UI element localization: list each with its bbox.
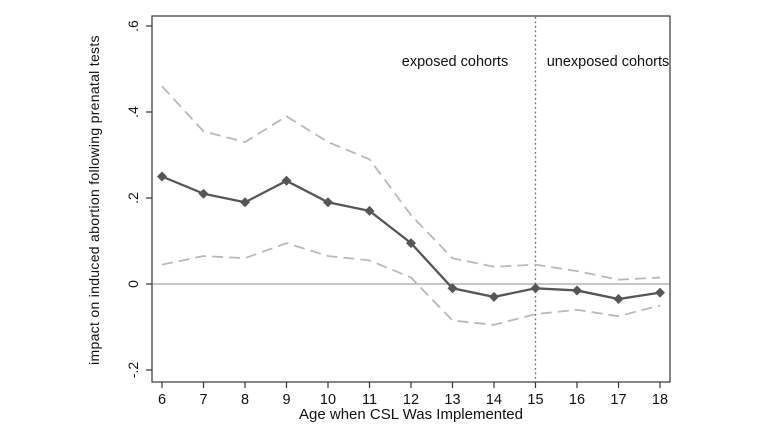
data-point-marker xyxy=(281,175,292,186)
x-tick-label: 6 xyxy=(158,392,166,408)
lower-confidence-bound-line xyxy=(161,242,661,326)
x-tick-label: 8 xyxy=(241,392,249,408)
y-axis-title: impact on induced abortion following pre… xyxy=(86,35,102,365)
y-tick-label: .6 xyxy=(125,20,141,32)
data-point-marker xyxy=(198,188,209,199)
x-tick-label: 9 xyxy=(282,392,290,408)
x-tick-label: 17 xyxy=(610,392,626,408)
y-tick-label: .4 xyxy=(125,106,141,118)
data-point-marker xyxy=(613,294,624,305)
x-tick-label: 10 xyxy=(320,392,336,408)
data-point-marker xyxy=(530,283,541,294)
x-tick-label: 13 xyxy=(444,392,460,408)
x-tick-label: 16 xyxy=(569,392,585,408)
upper-confidence-bound-line xyxy=(161,85,661,281)
plot-area: 6 7 8 9 10 11 12 13 14 15 16 17 18 .6 .4 .2 0 -.2 xyxy=(125,15,671,408)
data-point-marker xyxy=(157,171,167,182)
x-tick-label: 12 xyxy=(403,392,419,408)
data-point-marker xyxy=(240,197,250,208)
y-tick-label: -.2 xyxy=(125,362,141,379)
data-point-marker xyxy=(364,205,375,216)
data-point-marker xyxy=(323,197,333,208)
annotation-unexposed-cohorts: unexposed cohorts xyxy=(547,54,670,70)
data-point-marker xyxy=(572,285,582,296)
annotation-exposed-cohorts: exposed cohorts xyxy=(402,54,508,70)
data-point-marker xyxy=(655,287,665,298)
x-tick-label: 14 xyxy=(486,392,502,408)
x-tick-label: 7 xyxy=(199,392,207,408)
y-tick-label: .2 xyxy=(125,192,141,204)
data-point-marker xyxy=(447,283,458,294)
x-tick-label: 15 xyxy=(527,392,543,408)
x-tick-label: 11 xyxy=(362,392,377,408)
data-point-marker xyxy=(489,291,499,302)
y-tick-label: 0 xyxy=(125,280,141,288)
point-estimate-line xyxy=(161,175,661,301)
data-point-marker xyxy=(406,238,416,249)
x-axis-title: Age when CSL Was Implemented xyxy=(299,406,523,423)
x-tick-label: 18 xyxy=(652,392,668,408)
